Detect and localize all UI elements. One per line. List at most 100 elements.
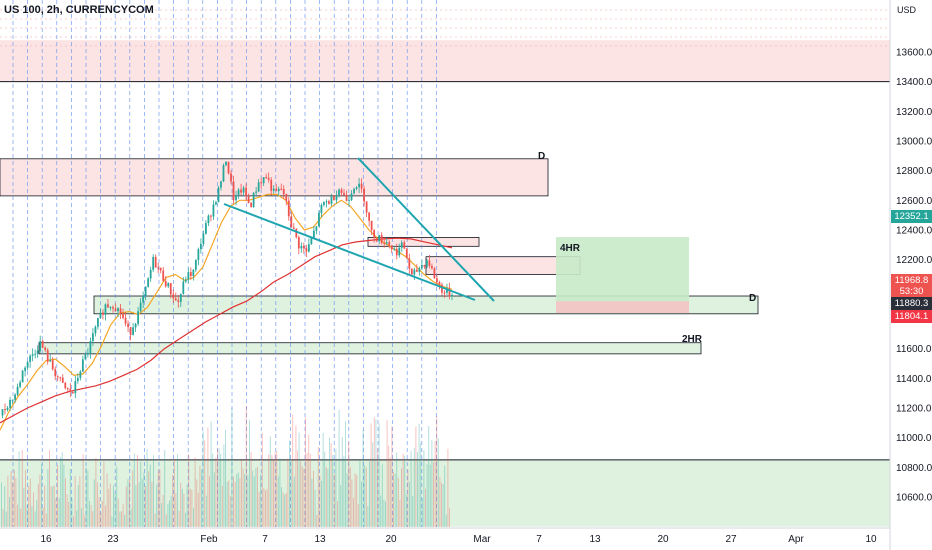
volume-bar	[282, 492, 284, 527]
volume-bar	[129, 480, 130, 527]
volume-bar	[316, 514, 318, 527]
volume-bar	[33, 492, 34, 527]
volume-bar	[26, 505, 28, 527]
volume-bar	[65, 478, 66, 527]
volume-bar	[301, 466, 303, 527]
volume-bar	[284, 494, 286, 527]
volume-bar	[90, 505, 92, 527]
volume-bar	[226, 481, 228, 527]
time-tick-label: 10	[865, 534, 877, 545]
volume-bar	[391, 426, 393, 527]
candle-body	[144, 286, 147, 296]
volume-bar	[367, 506, 369, 527]
candle-body	[270, 179, 273, 191]
zone-label-daily-mid: D	[749, 293, 756, 304]
volume-bar	[154, 513, 156, 527]
candle-body	[418, 268, 421, 272]
time-tick-label: Feb	[200, 534, 218, 545]
volume-bar	[161, 502, 162, 527]
candle-body	[403, 242, 406, 249]
candle-body	[169, 283, 172, 295]
volume-bar	[4, 485, 6, 527]
volume-bar	[53, 485, 55, 527]
volume-bar	[109, 483, 111, 527]
volume-bar	[220, 453, 222, 527]
volume-bar	[106, 473, 108, 527]
volume-bar	[380, 495, 382, 527]
volume-bar	[127, 479, 129, 527]
volume-bar	[217, 449, 218, 527]
candle-body	[428, 260, 431, 266]
volume-bar	[213, 472, 215, 527]
volume-bar	[117, 498, 119, 527]
candle-body	[189, 272, 192, 276]
candle-body	[365, 201, 368, 213]
candle-body	[66, 388, 69, 390]
volume-bar	[362, 430, 364, 527]
time-tick-label: 7	[262, 534, 268, 545]
candle-body	[431, 265, 433, 269]
volume-bar	[317, 446, 319, 527]
candle-body	[295, 228, 298, 238]
volume-bar	[445, 514, 447, 527]
volume-bar	[108, 488, 110, 527]
volume-bar	[383, 499, 385, 527]
volume-bar	[447, 448, 449, 527]
candle-body	[292, 227, 295, 229]
volume-bar	[29, 478, 31, 527]
candle-body	[179, 293, 182, 302]
volume-bar	[20, 508, 22, 527]
volume-bar	[55, 498, 57, 527]
trendlines[interactable]	[223, 157, 495, 302]
volume-bar	[274, 452, 276, 527]
volume-bar	[356, 475, 358, 527]
volume-bar	[119, 511, 121, 527]
candle-body	[134, 323, 137, 328]
volume-bar	[346, 473, 348, 527]
candle-body	[312, 230, 315, 239]
price-label-countdown: 53:30	[891, 285, 932, 298]
zone-label-two-hour: 2HR	[682, 334, 703, 345]
volume-bar	[135, 484, 137, 527]
candle-body	[333, 196, 335, 201]
volume-bar	[287, 458, 289, 527]
candle-body	[323, 202, 325, 206]
volume-bar	[165, 514, 167, 527]
candle-body	[29, 355, 32, 362]
volume-bar	[111, 516, 113, 527]
candle-body	[413, 269, 416, 275]
volume-bar	[189, 488, 191, 527]
volume-bar	[333, 473, 335, 527]
candle-body	[21, 370, 24, 383]
volume-bar	[343, 455, 345, 527]
volume-bar	[420, 442, 422, 527]
candle-body	[267, 177, 270, 180]
candle-body	[164, 280, 167, 287]
candle-body	[443, 292, 446, 294]
long-position-tool[interactable]	[556, 237, 689, 314]
volume-bar	[306, 452, 308, 527]
volume-bar	[289, 440, 290, 527]
volume-bar	[314, 489, 316, 527]
candle-body	[227, 161, 230, 174]
volume-bar	[173, 458, 175, 527]
time-axis[interactable]: 16 23 Feb 7 13 20 Mar 7 13 20 27 Apr 10	[0, 527, 890, 545]
candle-body	[373, 230, 376, 238]
price-axis[interactable]: 13600.0 13400.0 13200.0 13000.0 12800.0 12600…	[889, 0, 932, 550]
volume-bar	[269, 436, 271, 527]
candle-body	[383, 242, 386, 244]
volume-bar	[113, 485, 114, 527]
volume-bar	[276, 451, 278, 527]
candle-body	[9, 399, 11, 408]
candle-body	[328, 201, 330, 204]
volume-bar	[229, 495, 231, 527]
candle-body	[159, 267, 162, 271]
volume-bar	[215, 457, 217, 527]
candle-body	[360, 183, 363, 189]
candle-body	[207, 215, 210, 224]
volume-bar	[412, 495, 414, 527]
time-tick-label: Apr	[788, 534, 804, 545]
candle-body	[187, 272, 190, 280]
candle-body	[277, 188, 280, 192]
